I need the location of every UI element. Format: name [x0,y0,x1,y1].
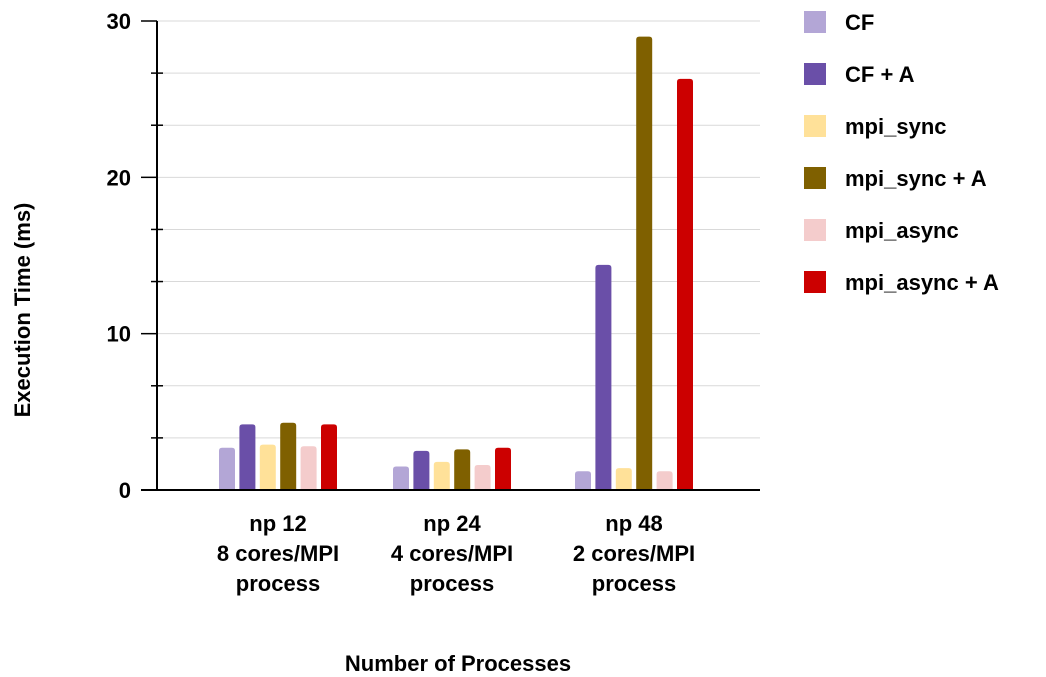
x-tick-label: np 48 [605,511,662,536]
legend-label: mpi_sync + A [845,166,987,191]
x-axis-title: Number of Processes [345,651,571,676]
y-axis-title: Execution Time (ms) [10,203,35,418]
bar-mpi-sync [615,468,632,490]
gridlines [157,20,760,439]
bar-mpi-async-a [321,424,337,490]
bar-mpi-async [474,464,491,490]
y-tick-label: 10 [107,322,131,347]
x-tick-label: 8 cores/MPI [217,541,339,566]
bar-cf [393,466,409,490]
legend-label: mpi_async + A [845,270,999,295]
legend-swatch [804,115,826,137]
legend-swatch [804,271,826,293]
bar-mpi-sync-a [636,36,653,491]
y-tick-label: 30 [107,9,131,34]
axes [141,20,760,491]
bar-mpi-sync [259,444,276,490]
legend: CF CF + A mpi_sync mpi_sync + A mpi_asyncmpi… [804,10,999,295]
legend-label: CF [845,10,874,35]
bar-cf-a [595,264,612,490]
y-tick-label: 0 [119,478,131,503]
bar-cf-a [413,450,430,490]
bar-cf [575,471,591,490]
legend-label: mpi_sync [845,114,947,139]
x-tick-labels: np 12 8 cores/MPI process np 24 4 cores/MPI p… [217,511,695,596]
bar-mpi-async [300,446,317,490]
legend-label: CF + A [845,62,915,87]
x-tick-label: process [410,571,494,596]
bar-mpi-async-a [677,78,693,491]
legend-swatch [804,11,826,33]
bar-mpi-sync-a [280,422,297,490]
legend-swatch [804,167,826,189]
x-tick-label: 4 cores/MPI [391,541,513,566]
x-tick-label: process [592,571,676,596]
bar-cf-a [239,424,256,490]
legend-swatch [804,63,826,85]
x-tick-label: np 12 [249,511,306,536]
bar-mpi-sync [433,461,450,490]
bar-mpi-async-a [495,447,511,490]
x-tick-label: process [236,571,320,596]
legend-label: mpi_async [845,218,959,243]
y-tick-label: 20 [107,165,131,190]
y-tick-labels: 0 10 20 30 [107,9,131,503]
bars [219,36,693,491]
x-tick-label: 2 cores/MPI [573,541,695,566]
x-tick-label: np 24 [423,511,481,536]
legend-swatch [804,219,826,241]
bar-mpi-async [656,471,673,490]
bar-cf [219,447,235,490]
bar-mpi-sync-a [454,449,471,490]
